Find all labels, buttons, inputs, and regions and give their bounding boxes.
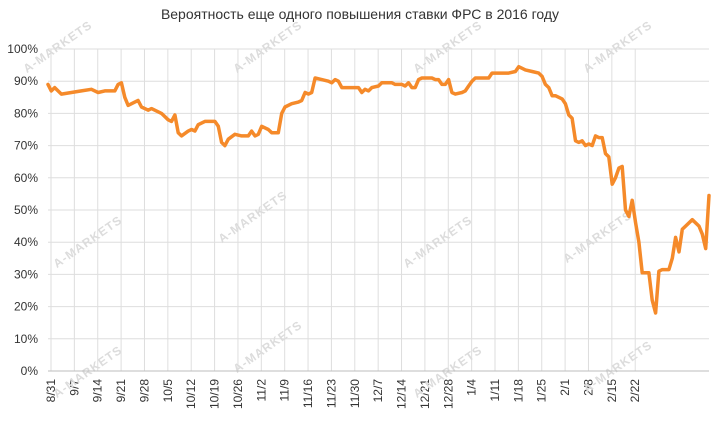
y-tick-label: 90% [14, 74, 38, 88]
watermark: A-MARKETS [231, 318, 305, 376]
y-tick-label: 80% [14, 106, 38, 120]
x-tick-label: 11/9 [278, 379, 292, 402]
x-tick-label: 2/22 [628, 379, 642, 403]
watermark: A-MARKETS [216, 188, 290, 246]
x-tick-label: 11/2 [254, 379, 268, 402]
x-tick-label: 1/11 [488, 379, 502, 402]
y-tick-label: 30% [14, 267, 38, 281]
x-tick-label: 1/25 [535, 379, 549, 403]
y-tick-label: 0% [21, 364, 39, 378]
x-tick-label: 9/7 [67, 379, 81, 396]
x-tick-label: 11/16 [301, 379, 315, 408]
y-tick-label: 60% [14, 171, 38, 185]
x-tick-label: 1/4 [465, 379, 479, 396]
x-tick-label: 12/21 [418, 379, 432, 409]
x-tick-label: 2/8 [581, 379, 595, 396]
x-tick-label: 9/28 [137, 379, 151, 403]
series-line [46, 64, 711, 315]
x-tick-label: 2/15 [605, 379, 619, 403]
x-tick-label: 9/21 [114, 379, 128, 403]
watermark: A-MARKETS [231, 18, 305, 76]
watermark: A-MARKETS [581, 18, 655, 76]
x-tick-label: 10/12 [184, 379, 198, 409]
y-tick-label: 10% [14, 332, 38, 346]
x-tick-label: 12/14 [395, 379, 409, 409]
x-tick-label: 2/1 [558, 379, 572, 396]
y-tick-label: 40% [14, 235, 38, 249]
x-tick-label: 11/23 [324, 379, 338, 408]
y-tick-label: 100% [7, 42, 38, 56]
y-tick-label: 20% [14, 300, 38, 314]
x-tick-label: 12/7 [371, 379, 385, 403]
x-tick-label: 10/19 [208, 379, 222, 409]
x-tick-label: 11/30 [348, 379, 362, 408]
watermark: A-MARKETS [411, 18, 485, 76]
y-tick-label: 70% [14, 139, 38, 153]
x-tick-label: 12/28 [441, 379, 455, 409]
chart-title: Вероятность еще одного повышения ставки … [160, 6, 560, 22]
y-tick-label: 50% [14, 203, 38, 217]
x-tick-label: 1/18 [511, 379, 525, 403]
x-tick-label: 10/5 [161, 379, 175, 403]
x-tick-label: 8/31 [44, 379, 58, 403]
watermark: A-MARKETS [561, 208, 635, 266]
x-tick-label: 10/26 [231, 379, 245, 409]
x-tick-label: 9/14 [91, 379, 105, 403]
